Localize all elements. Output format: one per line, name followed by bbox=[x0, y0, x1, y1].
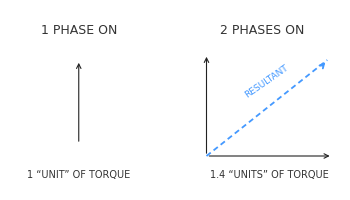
Text: 1 PHASE ON: 1 PHASE ON bbox=[41, 24, 117, 37]
Text: 2 PHASES ON: 2 PHASES ON bbox=[220, 24, 305, 37]
Text: 1.4 “UNITS” OF TORQUE: 1.4 “UNITS” OF TORQUE bbox=[210, 170, 329, 180]
Text: RESULTANT: RESULTANT bbox=[244, 64, 290, 100]
Text: 1 “UNIT” OF TORQUE: 1 “UNIT” OF TORQUE bbox=[27, 170, 130, 180]
